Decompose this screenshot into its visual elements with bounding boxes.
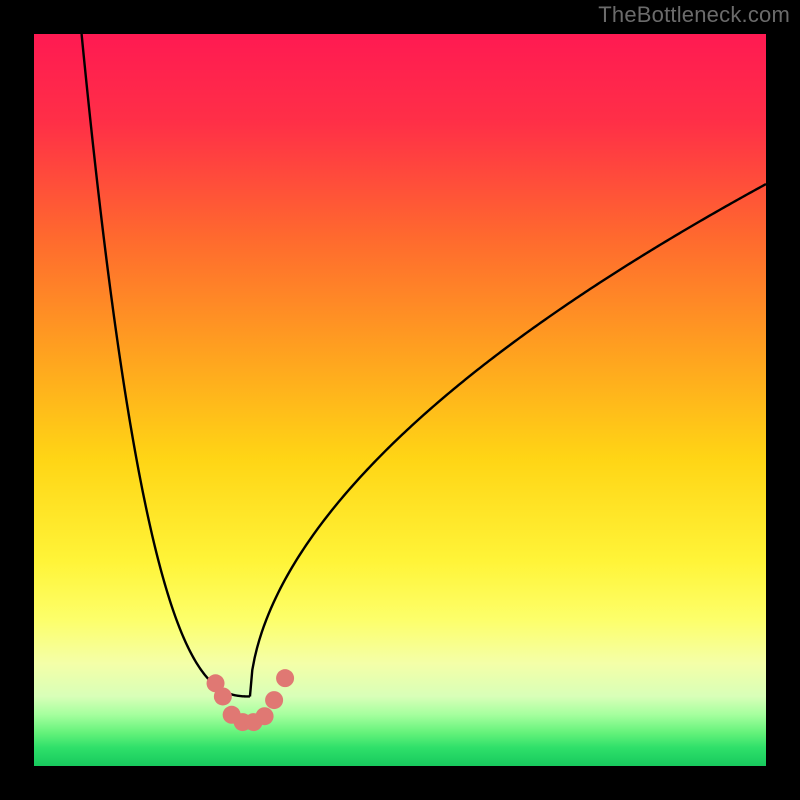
dip-marker: [276, 669, 294, 687]
dip-marker: [256, 707, 274, 725]
watermark-text: TheBottleneck.com: [598, 2, 790, 28]
dip-marker: [265, 691, 283, 709]
plot-background: [34, 34, 766, 766]
bottleneck-curve-chart: [0, 0, 800, 800]
dip-marker: [214, 687, 232, 705]
